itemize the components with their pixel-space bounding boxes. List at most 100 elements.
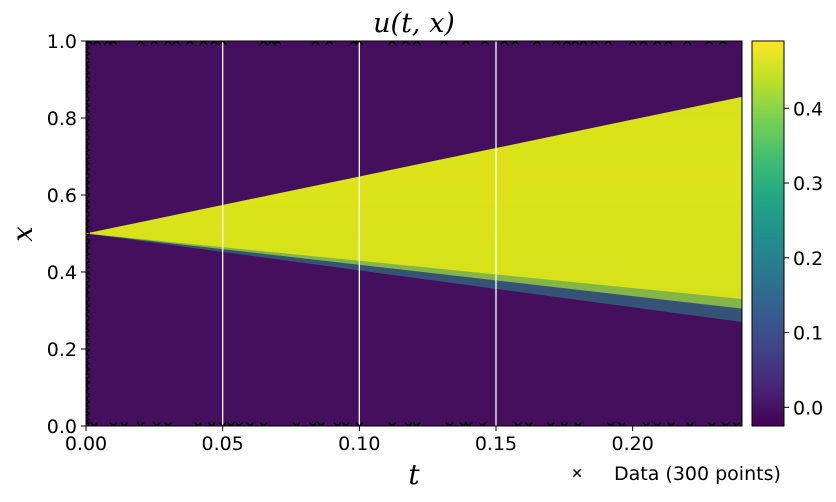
data-point [150,41,159,46]
marker-stroke [86,317,91,324]
data-point [86,337,91,346]
marker-stroke [86,93,91,100]
data-markers [86,41,741,426]
marker-stroke [391,421,397,426]
marker-stroke [404,41,410,46]
marker-stroke [112,41,118,46]
marker-stroke [86,190,91,196]
marker-stroke [248,421,255,426]
marker-stroke [87,41,93,46]
marker-stroke [202,41,208,46]
marker-stroke [445,421,451,426]
marker-stroke [86,88,91,94]
data-point [86,41,91,49]
marker-stroke [86,394,91,401]
marker-stroke [412,421,418,426]
marker-stroke [656,41,662,46]
marker-stroke [86,41,91,46]
marker-stroke [86,260,91,266]
data-point [86,356,91,365]
data-point [86,79,91,88]
marker-stroke [645,421,651,426]
marker-stroke [401,41,407,46]
data-point [404,421,413,426]
marker-stroke [642,421,648,426]
data-point [199,41,208,46]
data-point [685,421,695,426]
marker-stroke [563,421,569,426]
marker-stroke [86,313,91,319]
marker-stroke [295,421,301,426]
y-tick-label: 1.0 [47,31,77,53]
marker-stroke [221,41,227,46]
y-tick-label: 0.6 [47,185,77,207]
marker-stroke [532,41,539,46]
marker-stroke [218,421,224,426]
marker-stroke [210,41,216,46]
marker-stroke [573,421,580,426]
marker-stroke [607,41,613,46]
marker-stroke [123,421,129,426]
data-point [86,59,91,69]
marker-stroke [86,217,91,223]
data-point [86,233,91,242]
data-point [653,41,662,46]
marker-stroke [593,41,599,46]
marker-stroke [669,421,676,426]
marker-stroke [388,41,394,46]
data-point [571,41,580,46]
marker-stroke [86,197,91,203]
marker-stroke [358,421,364,426]
marker-stroke [721,421,727,426]
marker-stroke [86,79,91,85]
marker-stroke [86,282,91,288]
data-point [464,421,473,426]
data-point [355,421,364,426]
marker-stroke [484,41,490,46]
marker-stroke [238,421,244,426]
colorbar-gradient [751,40,785,427]
marker-stroke [86,117,91,123]
data-point [412,41,421,46]
marker-stroke [103,41,109,46]
marker-stroke [86,421,91,426]
data-point [86,117,91,126]
data-point [666,421,676,426]
data-point [579,41,588,46]
y-axis: 0.0 0.2 0.4 0.6 0.8 1.0 [47,31,86,438]
data-point [546,421,555,426]
data-point [664,41,673,46]
marker-stroke [664,41,670,46]
colorbar-tick-label: 0.4 [793,98,823,120]
data-point [136,41,145,46]
data-point [86,298,91,307]
marker-stroke [86,101,91,107]
marker-stroke [86,82,91,88]
marker-stroke [620,421,626,426]
marker-stroke [86,356,91,362]
data-point [207,421,216,426]
marker-stroke [86,351,91,357]
data-point [532,41,542,46]
colorbar-tick-label: 0.2 [793,248,823,270]
legend-x-marker-icon [572,468,582,478]
data-point [478,421,487,426]
y-tick-label: 0.8 [47,108,77,130]
data-point [86,175,91,184]
data-point [524,421,533,426]
marker-stroke [481,421,487,426]
marker-stroke [308,421,314,426]
colorbar-tick-label: 0.0 [793,397,823,419]
marker-stroke [221,421,227,426]
marker-stroke [86,145,91,152]
marker-stroke [535,41,542,46]
marker-stroke [86,390,91,396]
marker-stroke [439,41,446,46]
marker-stroke [628,41,634,46]
data-point [218,421,227,426]
data-point [163,421,173,426]
marker-stroke [391,41,397,46]
data-point [562,41,572,46]
marker-stroke [152,421,159,426]
